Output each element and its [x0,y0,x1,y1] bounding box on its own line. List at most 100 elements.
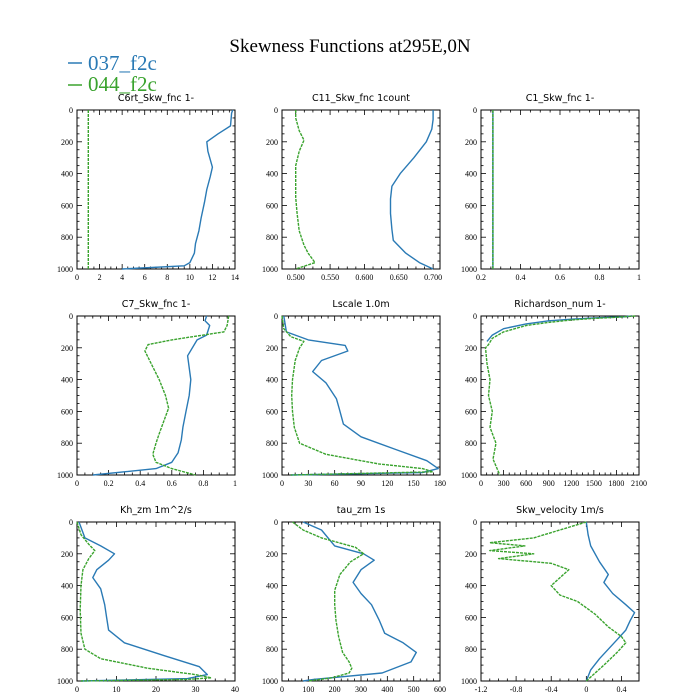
x-tick-label: 500 [408,685,420,694]
plot-frame [281,109,441,270]
series-line-044 [281,315,434,476]
panel-title: C7_Skw_fnc 1- [122,299,191,310]
y-tick-label: 800 [61,439,73,448]
x-tick-label: 120 [381,479,393,488]
x-tick-label: 30 [304,479,312,488]
series-line-044 [489,521,627,682]
panel-title: C11_Skw_fnc 1count [312,93,410,104]
panel-title: tau_zm 1s [337,505,386,516]
y-tick-label: 200 [61,550,73,559]
y-tick-label: 1000 [262,265,278,274]
y-tick-label: 800 [61,233,73,242]
panel-8: tau_zm 1s 0 100 200 300 400 500 600 0 200 400 600 80… [262,505,446,694]
x-tick-label: 0.4 [516,273,526,282]
y-tick-label: 200 [266,550,278,559]
panel-grid: C6rt_Skw_fnc 1-0 2 4 6 8 10 12 1402004006008001… [57,93,647,694]
x-tick-label: 0.550 [321,273,339,282]
y-tick-label: 200 [266,344,278,353]
x-tick-label: 12 [208,273,216,282]
x-tick-label: 0.8 [595,273,605,282]
y-tick-label: 1000 [57,677,73,686]
series-line-037 [283,315,439,476]
y-tick-label: 0 [274,518,278,527]
y-tick-label: 600 [61,407,73,416]
y-tick-label: 400 [61,582,73,591]
figure-title: Skewness Functions at295E,0N [229,36,470,57]
y-tick-label: 0 [473,106,477,115]
series-line-037 [92,315,211,476]
y-tick-label: 600 [61,613,73,622]
y-tick-label: 200 [465,344,477,353]
y-tick-label: 1000 [262,677,278,686]
y-tick-label: 600 [266,613,278,622]
x-tick-label: 0.500 [287,273,305,282]
x-tick-label: 0.650 [390,273,408,282]
panel-title: Skw_velocity 1m/s [516,505,604,516]
x-tick-label: 1200 [563,479,579,488]
series-line-044 [292,521,365,682]
x-tick-label: 40 [231,685,239,694]
series-line-037 [78,521,209,682]
y-tick-label: 400 [61,376,73,385]
plot-frame [76,109,236,270]
y-tick-label: 400 [266,170,278,179]
series-line-037 [302,521,417,682]
y-tick-label: 800 [465,233,477,242]
x-tick-label: 10 [186,273,194,282]
x-tick-label: 0 [479,479,483,488]
panel-title: C1_Skw_fnc 1- [526,93,595,104]
legend-label-037: 037_f2c [88,51,157,75]
series-line-037 [486,315,632,342]
y-tick-label: 600 [465,201,477,210]
panel-4: C7_Skw_fnc 1- 0 0.2 0.4 0.6 0.8 1 0 200 400 600 800… [57,299,237,488]
y-tick-label: 800 [61,645,73,654]
x-tick-label: 0 [280,685,284,694]
x-tick-label: 0.4 [135,479,145,488]
panel-title: Lscale 1.0m [332,299,389,310]
x-tick-label: 0 [75,273,79,282]
panel-title: Richardson_num 1- [514,299,605,310]
plot-frame [480,315,640,476]
series-line-044 [76,521,213,682]
x-tick-label: 180 [434,479,446,488]
x-tick-label: 1500 [586,479,602,488]
x-tick-label: 0.8 [198,479,208,488]
x-tick-label: 2100 [631,479,647,488]
legend-label-044: 044_f2c [88,72,157,96]
y-tick-label: 400 [465,582,477,591]
x-tick-label: 150 [408,479,420,488]
y-tick-label: 800 [465,645,477,654]
y-tick-label: 1000 [57,265,73,274]
x-tick-label: 0.2 [476,273,486,282]
y-tick-label: 1000 [461,265,477,274]
x-tick-label: 900 [543,479,555,488]
y-tick-label: 1000 [262,471,278,480]
x-tick-label: -1.2 [475,685,488,694]
x-tick-label: 1 [233,479,237,488]
y-tick-label: 400 [266,376,278,385]
y-tick-label: 600 [266,201,278,210]
x-tick-label: 2 [98,273,102,282]
y-tick-label: 0 [473,312,477,321]
plot-frame [281,315,441,476]
plot-frame [281,521,441,682]
plot-frame [480,521,640,682]
x-tick-label: 600 [520,479,532,488]
x-tick-label: 1 [637,273,641,282]
panel-9: Skw_velocity 1m/s -1.2 -0.8 -0.4 0 0.4 0 200 400… [461,505,640,694]
y-tick-label: 1000 [57,471,73,480]
y-tick-label: 400 [465,376,477,385]
y-tick-label: 200 [266,138,278,147]
x-tick-label: -0.8 [510,685,523,694]
x-tick-label: -0.4 [545,685,558,694]
series-line-037 [585,521,636,682]
y-tick-label: 0 [69,312,73,321]
panel-title: C6rt_Skw_fnc 1- [118,93,194,104]
y-tick-label: 0 [69,518,73,527]
x-tick-label: 0 [280,479,284,488]
series-line-044 [295,110,316,270]
x-tick-label: 600 [434,685,446,694]
y-tick-label: 0 [274,106,278,115]
x-tick-label: 4 [120,273,124,282]
series-line-037 [389,110,434,270]
